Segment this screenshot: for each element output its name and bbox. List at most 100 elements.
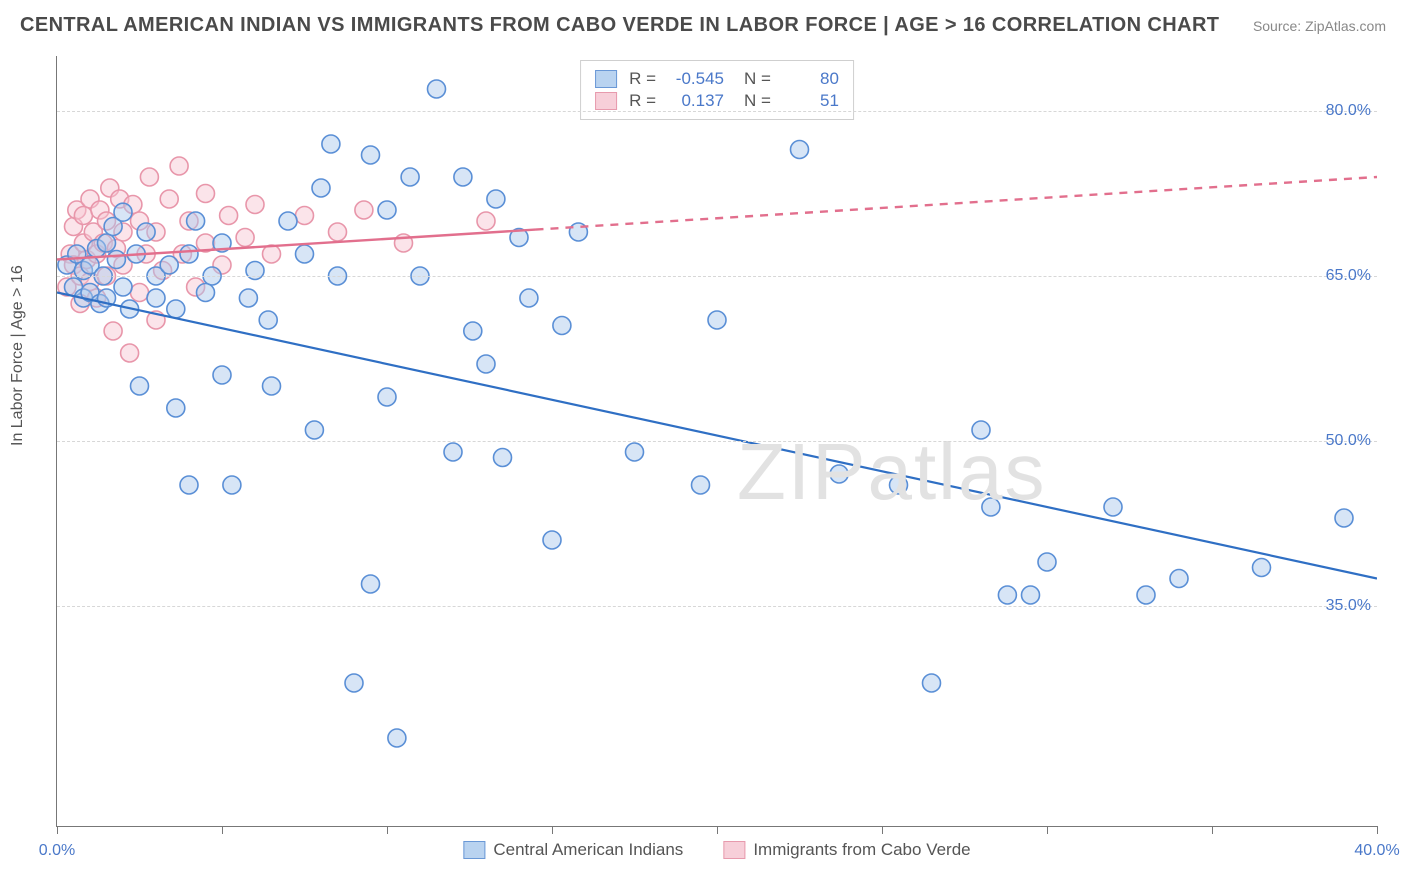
point-blue — [167, 399, 185, 417]
point-blue — [692, 476, 710, 494]
source-label: Source: ZipAtlas.com — [1253, 18, 1386, 34]
x-tick — [387, 826, 388, 834]
chart-plot: ZIPatlas R = -0.545 N = 80 R = 0.137 N =… — [56, 56, 1377, 827]
point-blue — [137, 223, 155, 241]
point-blue — [114, 203, 132, 221]
point-blue — [1038, 553, 1056, 571]
point-pink — [121, 344, 139, 362]
gridline — [57, 111, 1377, 112]
point-blue — [454, 168, 472, 186]
point-blue — [197, 284, 215, 302]
x-tick — [1377, 826, 1378, 834]
point-blue — [401, 168, 419, 186]
legend-item-pink: Immigrants from Cabo Verde — [723, 840, 970, 860]
point-pink — [160, 190, 178, 208]
point-blue — [487, 190, 505, 208]
point-blue — [708, 311, 726, 329]
point-blue — [279, 212, 297, 230]
point-blue — [982, 498, 1000, 516]
point-blue — [187, 212, 205, 230]
point-blue — [213, 366, 231, 384]
point-pink — [131, 284, 149, 302]
x-tick-label: 0.0% — [39, 842, 75, 860]
point-blue — [791, 141, 809, 159]
y-tick-label: 35.0% — [1326, 597, 1371, 615]
n-value-pink: 51 — [783, 91, 839, 111]
y-tick-label: 80.0% — [1326, 102, 1371, 120]
point-blue — [322, 135, 340, 153]
y-axis-title: In Labor Force | Age > 16 — [9, 265, 27, 446]
point-pink — [104, 322, 122, 340]
point-pink — [263, 245, 281, 263]
point-blue — [923, 674, 941, 692]
swatch-pink — [723, 841, 745, 859]
point-blue — [131, 377, 149, 395]
point-blue — [259, 311, 277, 329]
point-blue — [553, 317, 571, 335]
point-blue — [543, 531, 561, 549]
point-pink — [140, 168, 158, 186]
point-blue — [160, 256, 178, 274]
point-blue — [890, 476, 908, 494]
point-blue — [180, 245, 198, 263]
x-tick — [717, 826, 718, 834]
point-pink — [74, 207, 92, 225]
point-pink — [355, 201, 373, 219]
point-blue — [520, 289, 538, 307]
point-blue — [830, 465, 848, 483]
point-blue — [464, 322, 482, 340]
point-blue — [444, 443, 462, 461]
point-blue — [1137, 586, 1155, 604]
point-blue — [998, 586, 1016, 604]
point-pink — [329, 223, 347, 241]
trendline-pink-dashed — [536, 177, 1378, 230]
point-blue — [494, 449, 512, 467]
point-pink — [170, 157, 188, 175]
point-blue — [626, 443, 644, 461]
point-blue — [107, 251, 125, 269]
x-tick-label: 40.0% — [1354, 842, 1399, 860]
r-label: R = — [629, 69, 656, 89]
point-pink — [220, 207, 238, 225]
swatch-blue — [463, 841, 485, 859]
x-tick — [57, 826, 58, 834]
x-tick — [1212, 826, 1213, 834]
legend-label-blue: Central American Indians — [493, 840, 683, 860]
gridline — [57, 441, 1377, 442]
point-blue — [1335, 509, 1353, 527]
point-blue — [477, 355, 495, 373]
point-blue — [147, 289, 165, 307]
legend-row-blue: R = -0.545 N = 80 — [595, 69, 839, 89]
x-tick — [882, 826, 883, 834]
r-label: R = — [629, 91, 656, 111]
chart-title: CENTRAL AMERICAN INDIAN VS IMMIGRANTS FR… — [20, 14, 1219, 37]
legend-label-pink: Immigrants from Cabo Verde — [753, 840, 970, 860]
gridline — [57, 606, 1377, 607]
point-blue — [263, 377, 281, 395]
point-blue — [1104, 498, 1122, 516]
point-blue — [1253, 559, 1271, 577]
point-blue — [362, 575, 380, 593]
point-blue — [312, 179, 330, 197]
point-blue — [167, 300, 185, 318]
y-tick-label: 65.0% — [1326, 267, 1371, 285]
legend-row-pink: R = 0.137 N = 51 — [595, 91, 839, 111]
point-blue — [296, 245, 314, 263]
point-pink — [296, 207, 314, 225]
point-blue — [1170, 570, 1188, 588]
point-blue — [305, 421, 323, 439]
point-blue — [428, 80, 446, 98]
point-pink — [197, 185, 215, 203]
point-blue — [345, 674, 363, 692]
point-blue — [180, 476, 198, 494]
point-blue — [388, 729, 406, 747]
r-value-blue: -0.545 — [668, 69, 724, 89]
series-legend: Central American Indians Immigrants from… — [463, 840, 970, 860]
point-blue — [239, 289, 257, 307]
point-pink — [246, 196, 264, 214]
r-value-pink: 0.137 — [668, 91, 724, 111]
point-blue — [972, 421, 990, 439]
n-label: N = — [744, 69, 771, 89]
n-value-blue: 80 — [783, 69, 839, 89]
point-blue — [114, 278, 132, 296]
